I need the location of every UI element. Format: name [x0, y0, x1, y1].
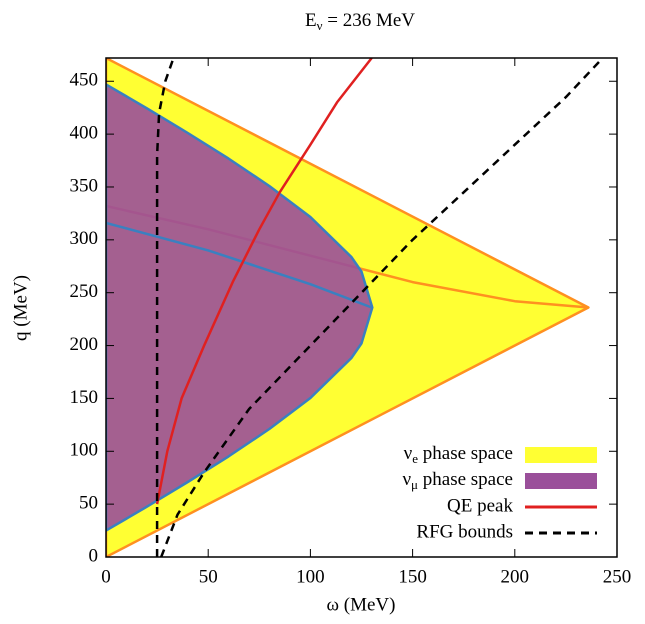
y-tick-label: 250 — [70, 281, 99, 302]
legend-label: νe phase space — [404, 443, 513, 466]
legend-swatch — [525, 473, 597, 489]
y-tick-label: 450 — [70, 70, 99, 91]
x-tick-label: 250 — [603, 566, 632, 587]
y-tick-label: 350 — [70, 175, 99, 196]
x-tick-label: 100 — [296, 566, 325, 587]
y-tick-label: 150 — [70, 387, 99, 408]
x-tick-label: 150 — [398, 566, 427, 587]
curve — [155, 58, 175, 557]
y-tick-label: 0 — [89, 545, 99, 566]
x-axis-label: ω (MeV) — [327, 594, 396, 615]
x-tick-label: 200 — [501, 566, 530, 587]
legend-label: RFG bounds — [416, 521, 513, 542]
curve — [106, 221, 373, 309]
y-tick-label: 400 — [70, 122, 99, 143]
legend-swatch — [525, 447, 597, 463]
y-axis-label: q (MeV) — [10, 275, 31, 341]
y-tick-label: 300 — [70, 228, 99, 249]
chart-title: Eν = 236 MeV — [305, 10, 415, 33]
curve — [155, 58, 373, 505]
region — [106, 83, 374, 532]
x-tick-label: 0 — [101, 566, 111, 587]
plot-frame — [105, 57, 618, 558]
y-tick-label: 200 — [70, 334, 99, 355]
legend-label: QE peak — [447, 495, 513, 516]
legend-label: νμ phase space — [402, 469, 513, 492]
y-tick-label: 100 — [70, 440, 99, 461]
y-tick-label: 50 — [79, 492, 98, 513]
x-tick-label: 50 — [199, 566, 218, 587]
